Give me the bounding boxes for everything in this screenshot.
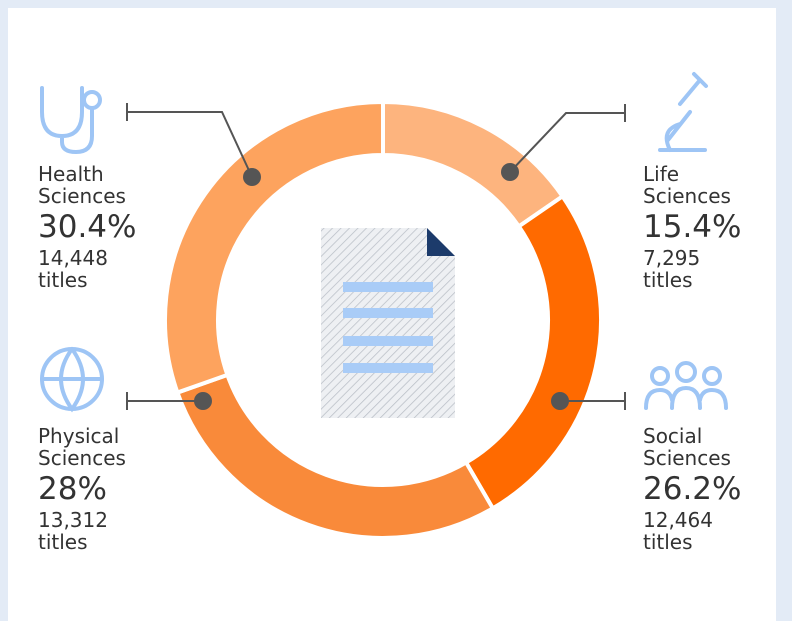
leader-dots — [194, 163, 569, 410]
count-label: 14,448 — [38, 245, 108, 270]
percent-label: 26.2% — [643, 470, 742, 507]
category-name: Physical Sciences — [38, 424, 126, 471]
count-unit: titles — [643, 529, 693, 554]
percent-label: 30.4% — [38, 208, 137, 245]
segment-label: Health Sciences 30.4% 14,448 titles — [38, 163, 148, 291]
category-name: Social Sciences — [643, 424, 731, 471]
count-label: 12,464 — [643, 507, 713, 532]
donut — [163, 99, 603, 540]
category-name: Health Sciences — [38, 162, 126, 209]
category-name: Life Sciences — [643, 162, 731, 209]
donut-segment — [381, 99, 566, 230]
percent-label: 28% — [38, 470, 107, 507]
count-label: 7,295 — [643, 245, 701, 270]
donut-segment — [463, 193, 603, 512]
document-icon — [321, 228, 455, 418]
segment-label: Life Sciences 15.4% 7,295 titles — [643, 163, 753, 291]
leader-lines — [126, 103, 626, 410]
count-unit: titles — [38, 267, 88, 292]
segment-label: Social Sciences 26.2% 12,464 titles — [643, 425, 753, 553]
icons — [40, 72, 728, 413]
segment-label: Physical Sciences 28% 13,312 titles — [38, 425, 148, 553]
donut-segment — [163, 99, 385, 396]
count-unit: titles — [643, 267, 693, 292]
count-label: 13,312 — [38, 507, 108, 532]
percent-label: 15.4% — [643, 208, 742, 245]
count-unit: titles — [38, 529, 88, 554]
